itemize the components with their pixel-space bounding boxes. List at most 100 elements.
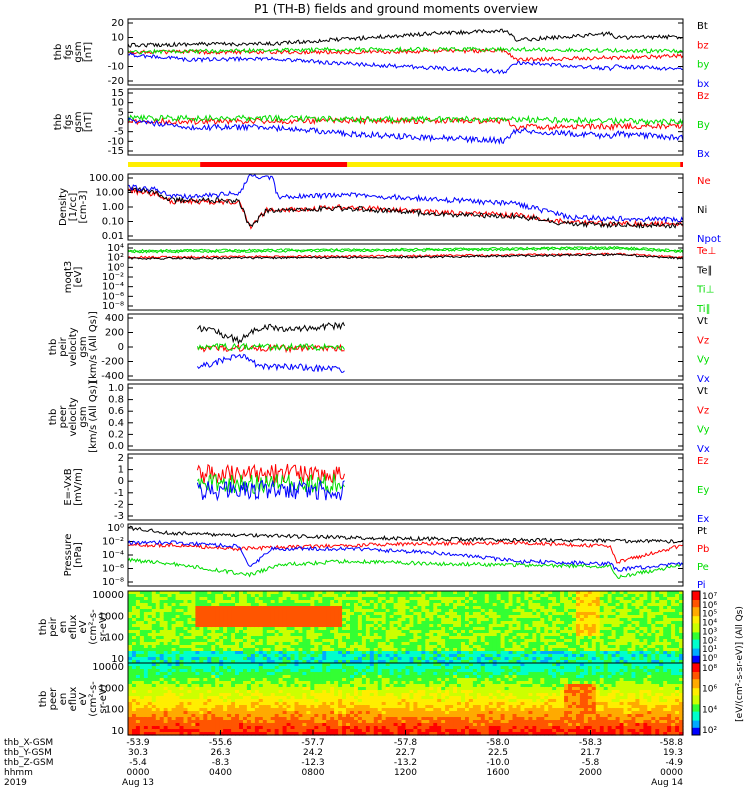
- spectrogram-cell: [135, 732, 141, 736]
- panel-frame: [127, 523, 684, 587]
- spectrogram-cell: [254, 663, 260, 667]
- spectrogram-cell: [199, 657, 204, 661]
- spectrogram-cell: [187, 675, 193, 679]
- spectrogram-cell: [143, 639, 149, 643]
- spectrogram-cell: [330, 657, 335, 661]
- spectrogram-cell: [556, 615, 561, 619]
- spectrogram-cell: [128, 675, 133, 679]
- spectrogram-cell: [516, 648, 522, 652]
- spectrogram-cell: [254, 660, 260, 664]
- spectrogram-cell: [322, 615, 327, 619]
- spectrogram-cell: [290, 594, 296, 598]
- spectrogram-cell: [167, 720, 173, 724]
- spectrogram-cell: [243, 591, 248, 595]
- spectrogram-cell: [373, 648, 379, 652]
- spectrogram-cell: [615, 597, 621, 601]
- spectrogram-cell: [163, 636, 169, 640]
- spectrogram-cell: [286, 666, 292, 670]
- spectrogram-cell: [282, 609, 288, 613]
- spectrogram-cell: [183, 678, 189, 682]
- spectrogram-cell: [346, 726, 351, 730]
- spectrogram-cell: [246, 660, 252, 664]
- spectrogram-cell: [254, 696, 260, 700]
- spectrogram-cell: [250, 681, 256, 685]
- spectrogram-cell: [377, 612, 383, 616]
- spectrogram-cell: [215, 594, 220, 598]
- spectrogram-cell: [421, 618, 426, 622]
- spectrogram-cell: [346, 654, 351, 658]
- spectrogram-cell: [250, 597, 256, 601]
- spectrogram-cell: [476, 594, 482, 598]
- spectrogram-cell: [361, 642, 367, 646]
- spectrogram-cell: [354, 630, 359, 634]
- spectrogram-cell: [258, 675, 264, 679]
- spectrogram-cell: [445, 612, 450, 616]
- spectrogram-cell: [413, 612, 418, 616]
- spectrogram-cell: [377, 606, 383, 610]
- spectrogram-cell: [191, 702, 196, 706]
- spectrogram-cell: [258, 669, 264, 673]
- spectrogram-cell: [286, 642, 292, 646]
- spectrogram-cell: [266, 669, 272, 673]
- spectrogram-cell: [183, 612, 189, 616]
- spectrogram-cell: [175, 714, 181, 718]
- spectrogram-cell: [243, 657, 248, 661]
- spectrogram-cell: [433, 591, 438, 595]
- spectrogram-cell: [211, 594, 216, 598]
- spectrogram-cell: [250, 591, 256, 595]
- spectrogram-cell: [278, 609, 284, 613]
- spectrogram-cell: [496, 630, 502, 634]
- spectrogram-cell: [139, 666, 145, 670]
- spectrogram-cell: [583, 624, 589, 628]
- spectrogram-cell: [342, 627, 347, 631]
- spectrogram-cell: [239, 699, 244, 703]
- spectrogram-cell: [246, 696, 252, 700]
- spectrogram-cell: [302, 606, 307, 610]
- spectrogram-cell: [175, 726, 181, 730]
- spectrogram-cell: [139, 645, 145, 649]
- spectrogram-cell: [655, 660, 660, 664]
- spectrogram-cell: [219, 729, 224, 733]
- spectrogram-cell: [647, 636, 652, 640]
- spectrogram-cell: [647, 630, 652, 634]
- spectrogram-cell: [302, 645, 307, 649]
- spectrogram-cell: [350, 675, 355, 679]
- spectrogram-cell: [151, 717, 157, 721]
- spectrogram-cell: [135, 696, 141, 700]
- spectrogram-cell: [441, 615, 446, 619]
- spectrogram-cell: [346, 612, 351, 616]
- spectrogram-cell: [254, 693, 260, 697]
- spectrogram-cell: [354, 597, 359, 601]
- spectrogram-cell: [675, 591, 680, 595]
- spectrogram-cell: [671, 603, 676, 607]
- spectrogram-cell: [346, 708, 351, 712]
- spectrogram-cell: [219, 615, 224, 619]
- y-tick-label: 0.4: [108, 418, 124, 429]
- spectrogram-cell: [322, 651, 327, 655]
- spectrogram-cell: [199, 714, 204, 718]
- spectrogram-cell: [318, 642, 323, 646]
- spectrogram-cell: [274, 714, 280, 718]
- spectrogram-cell: [417, 654, 422, 658]
- spectrogram-cell: [330, 702, 335, 706]
- spectrogram-cell: [326, 699, 331, 703]
- spectrogram-cell: [246, 624, 252, 628]
- spectrogram-cell: [215, 597, 220, 601]
- spectrogram-cell: [377, 639, 383, 643]
- spectrogram-cell: [286, 627, 292, 631]
- spectrogram-cell: [587, 660, 593, 664]
- spectrogram-cell: [338, 684, 343, 688]
- spectrogram-cell: [290, 684, 296, 688]
- spectrogram-cell: [330, 648, 335, 652]
- spectrogram-cell: [385, 615, 391, 619]
- spectrogram-cell: [306, 705, 311, 709]
- spectrogram-cell: [524, 600, 529, 604]
- spectrogram-cell: [147, 624, 153, 628]
- spectrogram-cell: [187, 714, 193, 718]
- spectrogram-cell: [183, 603, 189, 607]
- spectrogram-cell: [163, 648, 169, 652]
- spectrogram-cell: [286, 633, 292, 637]
- spectrogram-cell: [659, 642, 664, 646]
- spectrogram-cell: [199, 612, 204, 616]
- spectrogram-cell: [651, 627, 656, 631]
